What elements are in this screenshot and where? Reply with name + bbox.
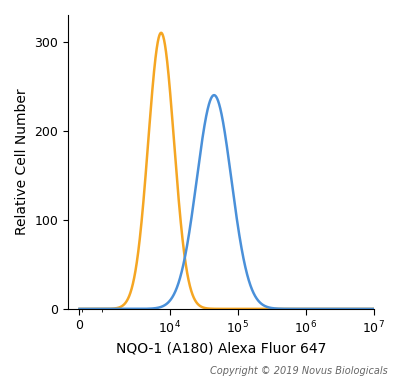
X-axis label: NQO-1 (A180) Alexa Fluor 647: NQO-1 (A180) Alexa Fluor 647 bbox=[116, 341, 326, 355]
Text: Copyright © 2019 Novus Biologicals: Copyright © 2019 Novus Biologicals bbox=[210, 366, 388, 376]
Y-axis label: Relative Cell Number: Relative Cell Number bbox=[15, 88, 29, 235]
